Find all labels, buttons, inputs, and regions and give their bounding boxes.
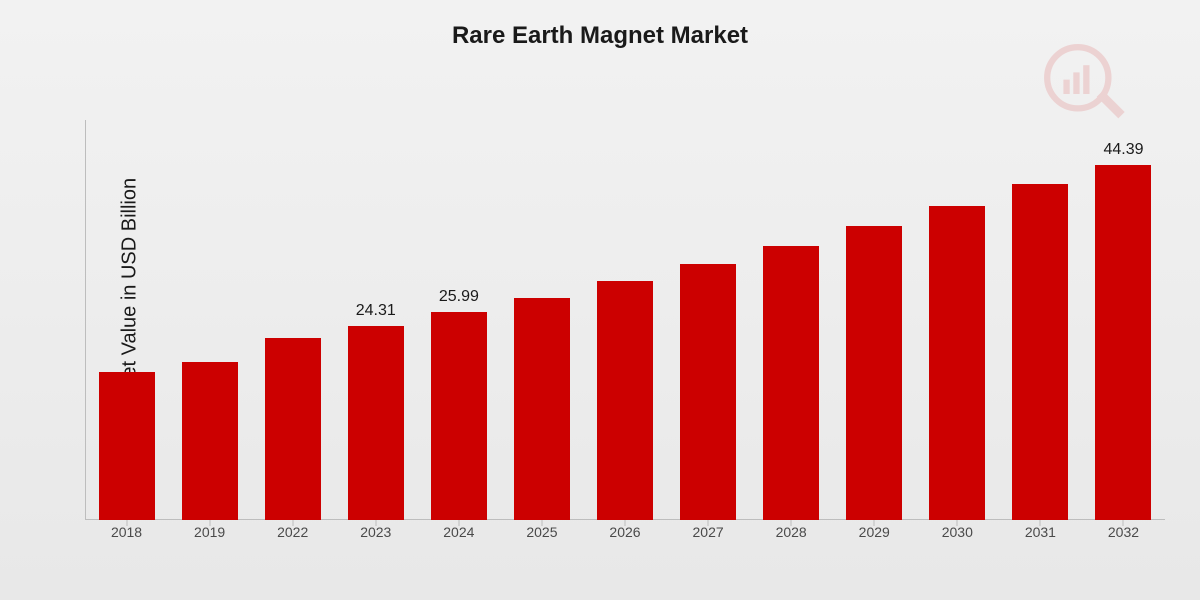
bar-slot [667,120,750,520]
bar [929,206,985,520]
bar [265,338,321,520]
x-tick-label: 2022 [251,524,334,540]
bar [763,246,819,520]
x-tick-label: 2026 [583,524,666,540]
bar-value-label: 25.99 [439,288,479,306]
bar-value-label: 44.39 [1103,141,1143,159]
bar [348,326,404,520]
x-tick-label: 2023 [334,524,417,540]
bar [1095,165,1151,520]
x-tick-label: 2024 [417,524,500,540]
bar [514,298,570,520]
bar [182,362,238,520]
x-ticks-container: 2018201920222023202420252026202720282029… [85,524,1165,540]
bar [680,264,736,520]
x-tick-label: 2027 [667,524,750,540]
bar-value-label: 24.31 [356,302,396,320]
bar [597,281,653,520]
bar-slot [85,120,168,520]
bar [99,372,155,520]
bars-container: 24.31 25.99 44.39 [85,120,1165,520]
x-tick-label: 2032 [1082,524,1165,540]
bar-slot: 44.39 [1082,120,1165,520]
x-tick-label: 2019 [168,524,251,540]
bar-slot [999,120,1082,520]
bar-slot [251,120,334,520]
x-tick-label: 2025 [500,524,583,540]
bar [431,312,487,520]
x-tick-label: 2031 [999,524,1082,540]
x-tick-label: 2030 [916,524,999,540]
bar-slot [583,120,666,520]
x-tick-label: 2028 [750,524,833,540]
bar-slot: 24.31 [334,120,417,520]
bar [846,226,902,520]
bar-slot [916,120,999,520]
bar [1012,184,1068,520]
chart-title: Rare Earth Magnet Market [0,22,1200,50]
x-tick-label: 2018 [85,524,168,540]
bar-slot [750,120,833,520]
bar-slot [500,120,583,520]
bar-slot [833,120,916,520]
bar-slot [168,120,251,520]
watermark-logo [1040,40,1130,130]
plot-area: 24.31 25.99 44.39 [85,120,1165,520]
bar-slot: 25.99 [417,120,500,520]
x-tick-label: 2029 [833,524,916,540]
